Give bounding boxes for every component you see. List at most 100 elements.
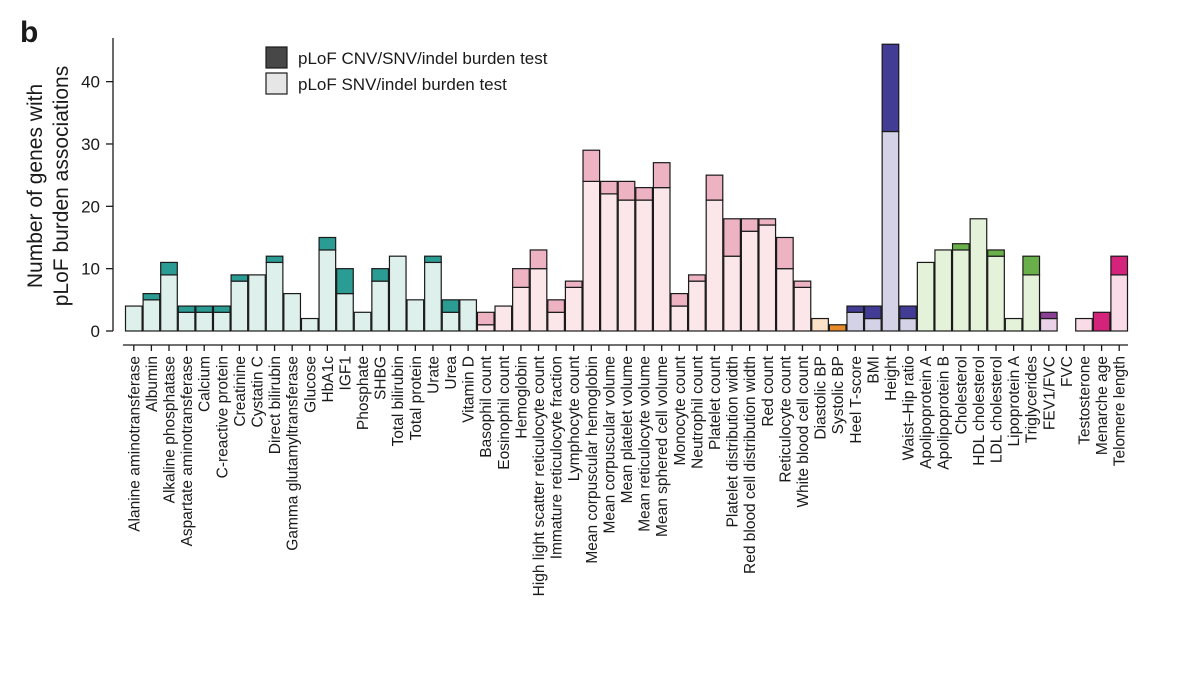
x-tick-label-aspartate-aminotransferase: Aspartate aminotransferase [179, 356, 196, 546]
bar-snv-indel-lymphocyte-count [564, 286, 583, 332]
x-tick-label-mean-sphered-cell-volume: Mean sphered cell volume [654, 356, 671, 537]
bar-snv-indel-reticulocyte-count [775, 268, 794, 332]
bar-cnv-snv-indel-heel-t-score [846, 305, 865, 313]
bar-cnv-snv-indel-triglycerides [1022, 255, 1041, 276]
x-tick-label-urate: Urate [425, 356, 442, 394]
bar-cnv-snv-indel-mean-platelet-volume [617, 180, 636, 201]
bar-snv-indel-bmi [863, 317, 882, 332]
x-tick-label-gamma-glutamyltransferase: Gamma glutamyltransferase [285, 356, 302, 551]
bar-snv-indel-height [881, 130, 900, 332]
bar-cnv-snv-indel-albumin [142, 292, 161, 301]
bar-snv-indel-gamma-glutamyltransferase [283, 292, 302, 332]
bar-snv-indel-red-count [758, 224, 777, 332]
x-tick-label-diastolic-bp: Diastolic BP [813, 356, 830, 440]
panel-label: b [20, 16, 38, 49]
bar-cnv-snv-indel-direct-bilirubin [265, 255, 284, 264]
bar-cnv-snv-indel-red-blood-cell-distribution-width [740, 218, 759, 232]
x-tick-label-igf1: IGF1 [337, 356, 354, 390]
x-tick-label-menarche-age: Menarche age [1094, 356, 1111, 455]
bar-snv-indel-platelet-count [705, 199, 724, 332]
bar-cnv-snv-indel-immature-reticulocyte-fraction [547, 299, 566, 313]
y-axis: 0 10 20 30 40 [81, 38, 114, 341]
bar-cnv-snv-indel-mean-corpuscular-volume [600, 180, 618, 195]
x-tick-label-apolipoprotein-b: Apolipoprotein B [936, 356, 953, 470]
bar-cnv-snv-indel-creatinine [230, 274, 249, 282]
bar-snv-indel-alanine-aminotransferase [124, 305, 143, 332]
x-tick-label-hdl-cholesterol: HDL cholesterol [971, 356, 988, 466]
x-tick-label-red-count: Red count [760, 355, 777, 426]
x-tick-label-cystatin-c: Cystatin C [249, 356, 266, 428]
x-tick-label-creatinine: Creatinine [232, 356, 249, 427]
x-tick-label-systolic-bp: Systolic BP [830, 356, 847, 434]
x-tick-label-direct-bilirubin: Direct bilirubin [267, 356, 284, 454]
x-tick-label-immature-reticulocyte-fraction: Immature reticulocyte fraction [549, 356, 566, 559]
x-tick-label-hemoglobin: Hemoglobin [513, 356, 530, 439]
bar-cnv-snv-indel-height [881, 43, 900, 133]
bar-cnv-snv-indel-hba1c [318, 236, 337, 251]
bar-snv-indel-fev1-fvc [1039, 317, 1058, 332]
x-tick-label-eosinophil-count: Eosinophil count [496, 355, 513, 469]
bar-snv-indel-neutrophil-count [687, 280, 706, 332]
bar-snv-indel-total-bilirubin [388, 255, 407, 332]
x-tick-label-lipoprotein-a: Lipoprotein A [1006, 355, 1023, 446]
x-tick-label-alkaline-phosphatase: Alkaline phosphatase [161, 356, 178, 503]
bar-cnv-snv-indel-mean-sphered-cell-volume [652, 162, 671, 189]
x-tick-label-hba1c: HbA1c [320, 356, 337, 403]
bar-snv-indel-mean-reticulocyte-volume [635, 199, 653, 332]
bar-snv-indel-high-light-scatter-reticulocyte-count [529, 268, 548, 332]
x-tick-label-reticulocyte-count: Reticulocyte count [777, 355, 794, 482]
bar-snv-indel-hdl-cholesterol [969, 218, 988, 332]
x-tick-label-shbg: SHBG [373, 356, 390, 400]
bar-cnv-snv-indel-urate [424, 255, 442, 264]
x-tick-label-cholesterol: Cholesterol [953, 356, 970, 434]
bar-cnv-snv-indel-waist-hip-ratio [899, 305, 917, 320]
bar-snv-indel-urea [441, 311, 460, 332]
x-tick-label-testosterone: Testosterone [1077, 356, 1094, 445]
bar-snv-indel-diastolic-bp [811, 317, 829, 332]
bar-cnv-snv-indel-mean-corpuscular-hemoglobin [582, 149, 601, 182]
legend-label-snv-indel: pLoF SNV/indel burden test [298, 75, 507, 94]
x-tick-label-albumin: Albumin [144, 356, 161, 412]
bar-snv-indel-hemoglobin [512, 286, 530, 332]
bar-cnv-snv-indel-menarche-age [1092, 311, 1111, 332]
bars [124, 43, 1129, 332]
bar-cnv-snv-indel-neutrophil-count [687, 274, 706, 282]
x-tick-label-urea: Urea [443, 356, 460, 390]
bar-snv-indel-phosphate [353, 311, 372, 332]
x-tick-label-platelet-count: Platelet count [707, 355, 724, 450]
x-tick-label-triglycerides: Triglycerides [1024, 356, 1041, 444]
x-tick-label-red-blood-cell-distribution-width: Red blood cell distribution width [742, 356, 759, 574]
bar-cnv-snv-indel-calcium [195, 305, 214, 313]
bar-snv-indel-vitamin-d [459, 299, 478, 332]
x-tick-label-heel-t-score: Heel T-score [848, 356, 865, 444]
bar-cnv-snv-indel-systolic-bp [828, 324, 847, 332]
bar-snv-indel-hba1c [318, 249, 337, 332]
bar-snv-indel-immature-reticulocyte-fraction [547, 311, 566, 332]
x-tick-label-mean-corpuscular-hemoglobin: Mean corpuscular hemoglobin [584, 356, 601, 564]
x-tick-label-ldl-cholesterol: LDL cholesterol [989, 356, 1006, 463]
bar-snv-indel-red-blood-cell-distribution-width [740, 230, 759, 332]
x-tick-label-c-reactive-protein: C-reactive protein [214, 356, 231, 478]
bar-cnv-snv-indel-platelet-count [705, 174, 724, 201]
bar-snv-indel-c-reactive-protein [212, 311, 231, 332]
bar-snv-indel-eosinophil-count [494, 305, 513, 332]
x-tick-label-fvc: FVC [1059, 356, 1076, 387]
bar-snv-indel-waist-hip-ratio [899, 317, 917, 332]
x-tick-label-neutrophil-count: Neutrophil count [689, 355, 706, 469]
legend-swatch-snv-indel [265, 72, 288, 95]
legend-label-cnv-snv-indel: pLoF CNV/SNV/indel burden test [298, 49, 548, 68]
bar-snv-indel-aspartate-aminotransferase [177, 311, 196, 332]
x-tick-label-height: Height [883, 355, 900, 400]
bar-cnv-snv-indel-mean-reticulocyte-volume [635, 187, 653, 201]
y-tick-label: 20 [81, 197, 100, 216]
x-tick-label-mean-reticulocyte-volume: Mean reticulocyte volume [637, 356, 654, 532]
bar-snv-indel-testosterone [1075, 317, 1093, 332]
bar-cnv-snv-indel-igf1 [336, 268, 354, 295]
x-tick-label-waist-hip-ratio: Waist–Hip ratio [901, 356, 918, 461]
bar-snv-indel-mean-sphered-cell-volume [652, 187, 671, 332]
bar-snv-indel-igf1 [336, 292, 354, 332]
bar-cnv-snv-indel-c-reactive-protein [212, 305, 231, 313]
bar-snv-indel-calcium [195, 311, 214, 332]
bar-snv-indel-glucose [300, 317, 319, 332]
x-tick-label-alanine-aminotransferase: Alanine aminotransferase [126, 356, 143, 532]
